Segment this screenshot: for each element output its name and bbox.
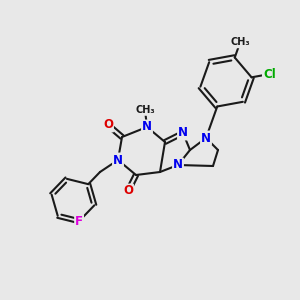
Text: N: N <box>142 121 152 134</box>
Text: O: O <box>123 184 133 197</box>
Text: N: N <box>178 127 188 140</box>
Text: O: O <box>103 118 113 131</box>
Text: Cl: Cl <box>263 68 276 81</box>
Text: N: N <box>113 154 123 166</box>
Text: CH₃: CH₃ <box>135 105 155 115</box>
Text: F: F <box>75 214 83 228</box>
Text: N: N <box>173 158 183 172</box>
Text: CH₃: CH₃ <box>230 38 250 47</box>
Text: N: N <box>201 131 211 145</box>
